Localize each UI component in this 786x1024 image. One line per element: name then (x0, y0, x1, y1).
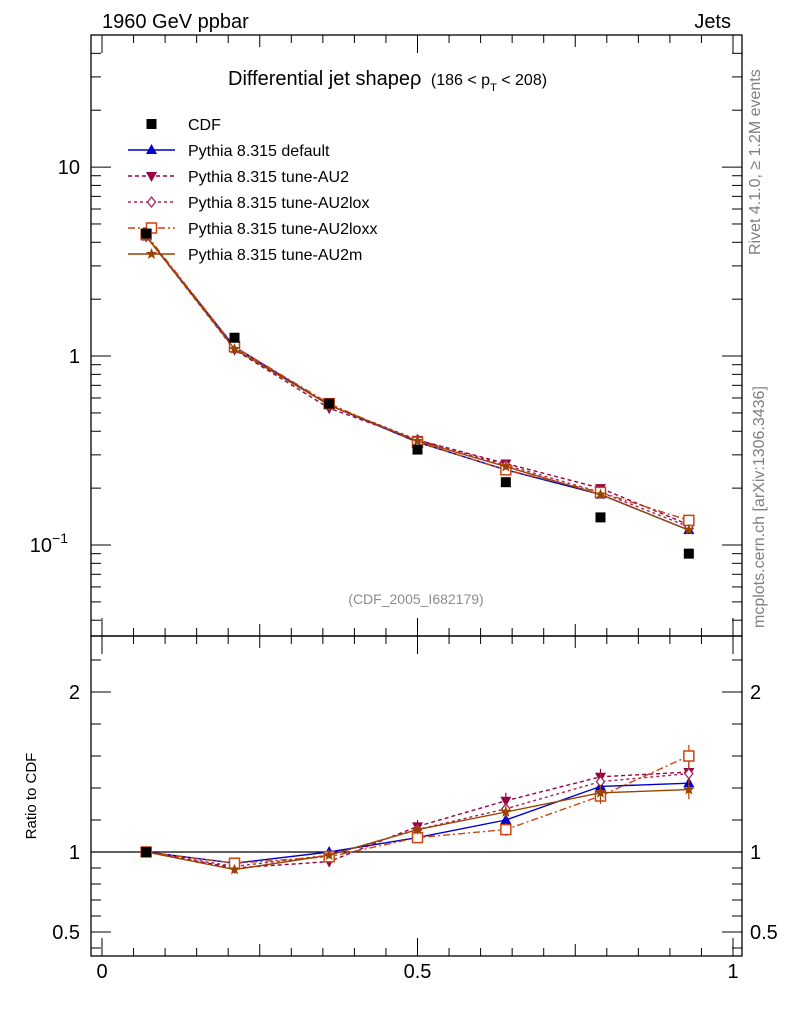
x-tick-label: 0 (96, 961, 107, 983)
upper-y-tick-label: 10−1 (30, 530, 68, 557)
cdf-ratio-point (141, 847, 152, 857)
ratio-point (683, 783, 695, 795)
series-line (145, 235, 690, 531)
series-line (145, 234, 690, 522)
ratio-plot-frame (90, 635, 743, 957)
series-point (411, 435, 424, 446)
upper-y-tick-label: 10 (58, 157, 80, 179)
legend-marker (146, 195, 157, 209)
lower-y-tick-label-right: 1 (750, 842, 761, 864)
ratio-pythia-8-315-tune-au2m (140, 780, 695, 875)
upper-series-group (140, 228, 695, 535)
ratio-point (500, 806, 512, 817)
ratio-point (683, 767, 694, 780)
legend-marker (146, 144, 157, 154)
series-pythia-8-315-tune-au2lox (141, 230, 694, 533)
ratio-pythia-8-315-tune-au2lox (141, 764, 694, 873)
ratio-point (683, 750, 695, 762)
series-point (228, 343, 241, 354)
series-point (500, 460, 512, 472)
cdf-data-point (324, 398, 335, 409)
x-axis-ticks: 0 0.5 1 (96, 35, 739, 983)
legend-label: Pythia 8.315 tune-AU2lox (188, 195, 369, 212)
legend-label: Pythia 8.315 tune-AU2m (188, 247, 362, 264)
plot-title: Differential jet shapeρ (186 < pT < 208) (228, 68, 547, 94)
legend-label: Pythia 8.315 default (188, 143, 330, 160)
lower-y-tick-label-right: 0.5 (750, 922, 778, 944)
cdf-data-point (500, 477, 511, 488)
legend-item-pythia-8-315-tune-au2m: Pythia 8.315 tune-AU2m (128, 247, 362, 264)
ratio-point (594, 786, 607, 798)
lower-y-ticks: 2 2 1 1 0.5 0.5 (52, 659, 778, 949)
cdf-data-point (595, 512, 606, 523)
ratio-pythia-8-315-tune-au2 (140, 760, 695, 874)
header-process-label: Jets (694, 11, 731, 33)
rivet-version-label: Rivet 4.1.0, ≥ 1.2M events (747, 69, 764, 255)
series-line (145, 235, 690, 528)
ratio-line (146, 755, 690, 864)
lower-y-tick-label-left: 0.5 (52, 922, 80, 944)
x-tick-label: 1 (727, 961, 738, 983)
upper-y-ticks: 10 1 10−1 (30, 34, 742, 621)
x-tick-label: 0.5 (404, 961, 432, 983)
series-point (683, 524, 695, 535)
series-point (594, 488, 607, 500)
lower-y-tick-label-left: 2 (69, 682, 80, 704)
cdf-data-point (229, 332, 240, 343)
series-line (145, 235, 690, 531)
ratio-point (500, 823, 512, 836)
legend-item-cdf: CDF (146, 117, 221, 134)
lower-y-tick-label-left: 1 (69, 842, 80, 864)
analysis-id-label: (CDF_2005_I682179) (348, 591, 483, 607)
series-pythia-8-315-tune-au2loxx (140, 228, 695, 527)
legend-marker (145, 248, 158, 259)
legend: CDF Pythia 8.315 default Pythia 8.315 tune… (128, 117, 377, 264)
legend-item-pythia-8-315-tune-au2lox: Pythia 8.315 tune-AU2lox (128, 195, 369, 212)
ratio-pythia-8-315-tune-au2loxx (140, 744, 695, 869)
series-point (683, 514, 695, 527)
ratio-point (323, 849, 335, 861)
ratio-point (500, 796, 512, 807)
legend-item-pythia-8-315-default: Pythia 8.315 default (128, 143, 330, 160)
ratio-point (411, 823, 424, 835)
cdf-data-point (141, 228, 152, 239)
series-pythia-8-315-default (140, 230, 695, 535)
ratio-series-group (140, 744, 695, 875)
legend-marker (146, 119, 157, 129)
legend-label: CDF (188, 117, 221, 134)
legend-label: Pythia 8.315 tune-AU2loxx (188, 221, 377, 238)
ratio-point (500, 814, 512, 824)
legend-item-pythia-8-315-tune-au2loxx: Pythia 8.315 tune-AU2loxx (128, 221, 377, 238)
lower-y-tick-label-right: 2 (750, 682, 761, 704)
legend-marker (146, 172, 157, 182)
ratio-axis-label: Ratio to CDF (23, 753, 40, 840)
mcplots-label: mcplots.cern.ch [arXiv:1306.3436] (751, 386, 768, 628)
legend-item-pythia-8-315-tune-au2: Pythia 8.315 tune-AU2 (128, 169, 349, 186)
ratio-point (228, 863, 241, 875)
series-pythia-8-315-tune-au2m (140, 230, 695, 535)
upper-y-tick-label: 1 (69, 346, 80, 368)
cdf-data-point (683, 548, 694, 559)
cdf-data-points (141, 228, 694, 559)
legend-label: Pythia 8.315 tune-AU2 (188, 169, 349, 186)
series-line (145, 235, 690, 526)
cdf-data-point (412, 444, 423, 455)
series-pythia-8-315-tune-au2 (140, 232, 695, 531)
header-energy-label: 1960 GeV ppbar (102, 11, 249, 33)
